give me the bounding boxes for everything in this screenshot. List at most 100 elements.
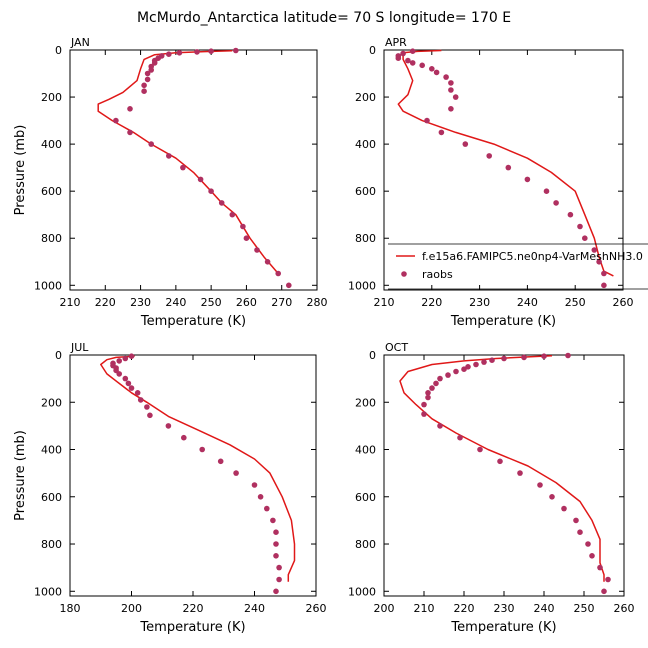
raobs-point-apr: [596, 259, 602, 265]
raobs-point-jul: [273, 529, 279, 535]
raobs-point-jan: [127, 106, 133, 112]
raobs-point-apr: [443, 74, 449, 80]
y-tick-label-oct: 800: [355, 538, 376, 551]
raobs-point-oct: [425, 390, 431, 396]
raobs-point-jan: [197, 176, 204, 183]
raobs-point-apr: [591, 247, 598, 253]
x-tick-label-jan: 260: [236, 296, 257, 309]
x-tick-label-oct: 230: [494, 602, 515, 615]
panel-label-oct: OCT: [385, 341, 408, 354]
raobs-point-apr: [419, 62, 426, 69]
panel-label-jan: JAN: [70, 36, 90, 49]
x-tick-label-jul: 260: [306, 602, 327, 615]
raobs-point-apr: [409, 48, 416, 54]
raobs-point-jul: [125, 380, 132, 387]
y-tick-label-apr: 0: [369, 44, 376, 57]
y-tick-label-oct: 400: [355, 444, 376, 457]
raobs-point-oct: [561, 505, 567, 512]
raobs-point-jan: [264, 259, 271, 265]
x-tick-label-oct: 250: [574, 602, 595, 615]
raobs-point-oct: [541, 353, 547, 360]
x-tick-label-jan: 240: [165, 296, 186, 309]
raobs-point-oct: [461, 366, 467, 373]
y-tick-label-oct: 0: [369, 349, 376, 362]
raobs-point-jan: [113, 117, 119, 124]
figure-title: McMurdo_Antarctica latitude= 70 S longit…: [137, 10, 511, 26]
raobs-point-apr: [543, 188, 550, 194]
panel-jan: 210 220 230 240 250 260 270 280 0 200 400 600 800 100…: [13, 36, 328, 329]
x-axis-label-jul: Temperature (K): [139, 620, 245, 635]
raobs-point-jan: [166, 153, 172, 159]
panels: 210 220 230 240 250 260 270 280 0 200 400 600 800 100…: [13, 36, 635, 635]
raobs-point-jan: [148, 141, 154, 147]
y-tick-label-jul: 1000: [34, 585, 62, 598]
raobs-point-apr: [601, 282, 607, 289]
y-axis-label-jul: Pressure (mb): [13, 430, 28, 521]
raobs-point-jul: [264, 505, 270, 512]
raobs-point-apr: [524, 176, 531, 183]
raobs-point-jan: [208, 188, 214, 194]
raobs-point-jan: [141, 82, 147, 89]
raobs-point-apr: [429, 66, 435, 72]
raobs-point-oct: [521, 354, 527, 361]
x-tick-label-jan: 220: [95, 296, 116, 309]
raobs-point-jan: [218, 200, 225, 206]
legend-marker-swatch: [401, 271, 407, 277]
raobs-point-oct: [433, 380, 439, 387]
raobs-point-apr: [448, 87, 454, 93]
plot-frame-apr: [383, 49, 624, 291]
raobs-point-jul: [122, 375, 129, 382]
raobs-point-jul: [273, 553, 279, 559]
x-tick-label-jul: 240: [244, 602, 265, 615]
y-tick-label-jan: 200: [41, 91, 62, 104]
raobs-point-jan: [151, 60, 158, 66]
raobs-point-oct: [437, 423, 443, 429]
y-tick-label-apr: 800: [355, 232, 376, 245]
x-tick-label-jan: 280: [307, 296, 328, 309]
raobs-point-oct: [473, 361, 479, 368]
model-line-apr: [397, 49, 614, 277]
raobs-point-jan: [286, 282, 292, 289]
x-tick-label-apr: 240: [517, 296, 538, 309]
x-tick-label-jan: 250: [201, 296, 222, 309]
raobs-point-jul: [273, 588, 279, 595]
x-axis-label-oct: Temperature (K): [450, 620, 556, 635]
raobs-point-jul: [276, 576, 282, 583]
raobs-point-oct: [421, 411, 427, 417]
x-tick-label-oct: 240: [534, 602, 555, 615]
raobs-point-jan: [127, 129, 133, 136]
raobs-point-jan: [229, 211, 236, 218]
x-tick-label-apr: 250: [565, 296, 586, 309]
x-tick-label-apr: 220: [421, 296, 442, 309]
raobs-point-oct: [597, 564, 603, 571]
y-tick-label-jul: 800: [41, 538, 62, 551]
raobs-point-apr: [452, 94, 459, 100]
raobs-point-oct: [489, 357, 495, 364]
y-tick-label-apr: 200: [355, 91, 376, 104]
raobs-point-oct: [429, 385, 435, 391]
raobs-point-jul: [270, 517, 276, 524]
raobs-point-oct: [605, 576, 611, 583]
raobs-point-apr: [409, 60, 416, 66]
raobs-point-jul: [116, 371, 122, 377]
raobs-point-apr: [553, 200, 559, 206]
raobs-point-apr: [462, 141, 469, 147]
x-tick-label-apr: 210: [374, 296, 395, 309]
plot-frame-jan: [69, 49, 318, 291]
raobs-point-oct: [425, 394, 431, 401]
x-axis-label-jan: Temperature (K): [140, 314, 246, 329]
y-tick-label-jan: 400: [41, 138, 62, 151]
raobs-point-apr: [601, 270, 607, 277]
x-tick-label-jul: 200: [121, 602, 142, 615]
raobs-point-oct: [601, 588, 607, 595]
raobs-point-apr: [448, 80, 454, 86]
raobs-point-apr: [577, 223, 583, 230]
y-tick-label-jul: 0: [55, 349, 62, 362]
raobs-point-jan: [144, 70, 151, 77]
raobs-point-jan: [166, 51, 172, 57]
raobs-point-apr: [395, 55, 402, 61]
raobs-point-oct: [585, 541, 591, 547]
y-axis-label-jan: Pressure (mb): [13, 125, 28, 216]
panel-oct: 200 210 220 230 240 250 260 0 200 400 600 800 1000 OC…: [348, 341, 635, 635]
raobs-point-apr: [433, 69, 440, 76]
